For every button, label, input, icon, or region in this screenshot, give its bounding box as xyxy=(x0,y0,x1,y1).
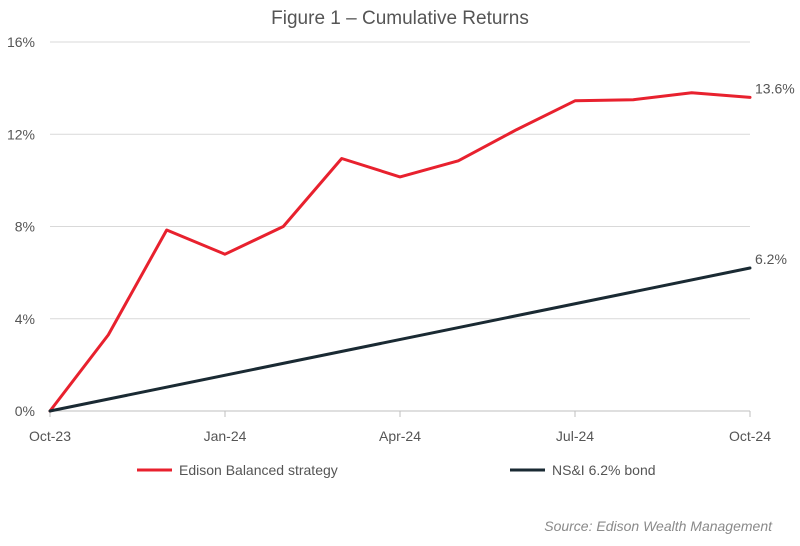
series-line-1 xyxy=(48,91,752,413)
end-label-2: 6.2% xyxy=(755,251,787,267)
x-tick-label: Oct-24 xyxy=(729,428,771,444)
y-tick-label: 16% xyxy=(7,34,35,50)
x-tick-label: Oct-23 xyxy=(29,428,71,444)
legend-label-1: Edison Balanced strategy xyxy=(179,462,338,478)
x-tick-label: Jul-24 xyxy=(556,428,594,444)
x-tick-label: Apr-24 xyxy=(379,428,421,444)
y-tick-label: 0% xyxy=(15,403,35,419)
y-tick-label: 12% xyxy=(7,126,35,142)
series-group xyxy=(48,91,752,413)
y-tick-label: 4% xyxy=(15,311,35,327)
series-line-2 xyxy=(48,266,752,413)
x-tick-label: Jan-24 xyxy=(204,428,247,444)
gridlines xyxy=(50,41,750,320)
legend: Edison Balanced strategy NS&I 6.2% bond xyxy=(137,462,656,478)
legend-label-2: NS&I 6.2% bond xyxy=(552,462,656,478)
chart-title: Figure 1 – Cumulative Returns xyxy=(271,8,529,29)
x-axis: Oct-23 Jan-24 Apr-24 Jul-24 Oct-24 xyxy=(29,410,771,444)
y-axis: 0% 4% 8% 12% 16% xyxy=(7,34,35,419)
end-label-1: 13.6% xyxy=(755,80,795,96)
source-note: Source: Edison Wealth Management xyxy=(544,518,773,534)
end-labels: 13.6% 6.2% xyxy=(755,80,795,267)
y-tick-label: 8% xyxy=(15,219,35,235)
